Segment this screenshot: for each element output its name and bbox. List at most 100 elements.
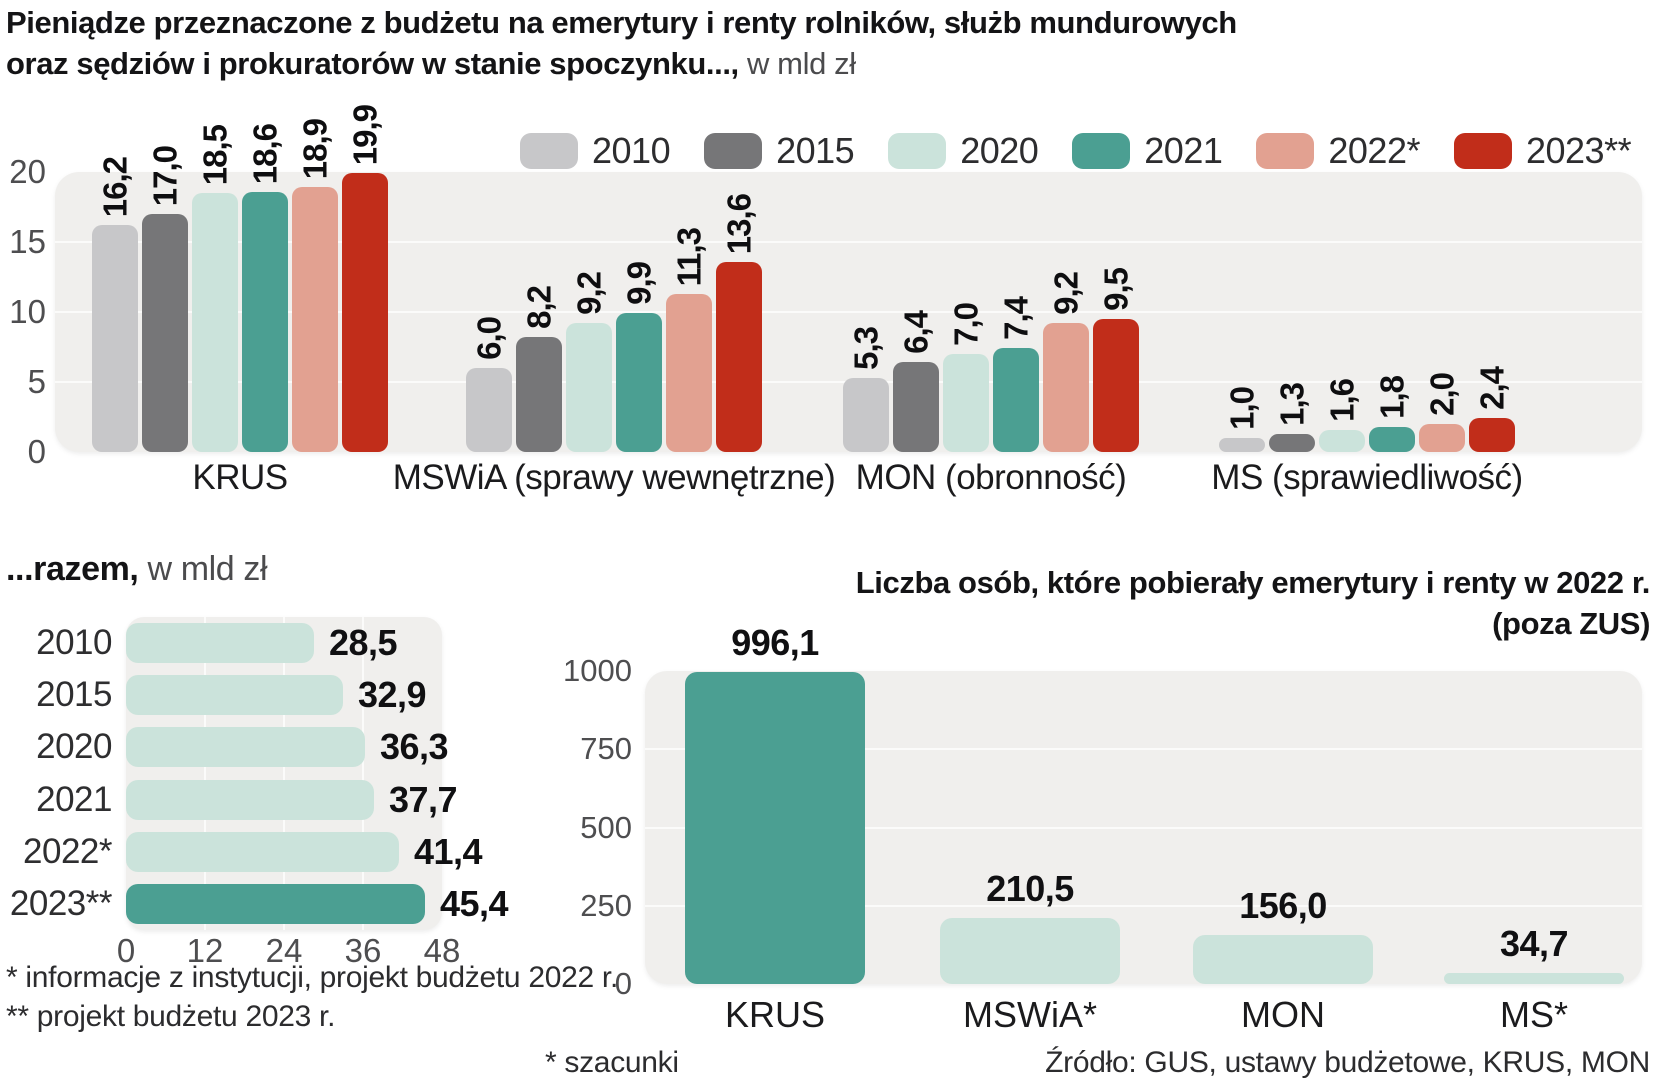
- gridline: [55, 241, 1642, 243]
- gridline: [645, 904, 1642, 907]
- vbar-MON: [1193, 935, 1373, 984]
- bar-value-label: 16,2: [96, 156, 134, 217]
- category-label: MSWiA (sprawy wewnętrzne): [392, 458, 836, 497]
- category-label: MON: [1241, 994, 1325, 1035]
- bar-2015-KRUS: 17,0: [142, 146, 188, 452]
- bar-2010-MON: 5,3: [843, 327, 889, 452]
- title-line1: Pieniądze przeznaczone z budżetu na emer…: [6, 5, 1237, 40]
- bar-value-label: 2,0: [1423, 373, 1461, 416]
- hbar-2010: [126, 623, 314, 663]
- legend-label: 2022*: [1328, 130, 1420, 171]
- category-label: MS (sprawiedliwość): [1211, 458, 1523, 497]
- x-axis-tick-label: 36: [344, 932, 382, 969]
- row-label-2022: 2022*: [23, 831, 112, 871]
- y-axis-tick-label: 15: [9, 223, 46, 260]
- vbar-value-label: 210,5: [986, 868, 1074, 909]
- legend-label: 2010: [592, 130, 671, 171]
- bar-group-KRUS: 16,2 17,0 18,5 18,6 18,9 19,9: [92, 105, 388, 452]
- y-axis-tick-label: 750: [580, 731, 632, 767]
- bar-value-label: 9,5: [1097, 268, 1135, 311]
- category-label: MS*: [1499, 994, 1568, 1035]
- bar-value-label: 9,2: [1047, 272, 1085, 315]
- row-label-2023: 2023**: [9, 884, 113, 923]
- row-label-2015: 2015: [36, 675, 112, 715]
- x-axis-tick-label: 48: [423, 932, 461, 969]
- footnote-1: * informacje z instytucji, projekt budże…: [6, 961, 618, 994]
- bar-2022-MS: 2,0: [1419, 373, 1465, 452]
- gridline: [55, 311, 1642, 313]
- persons-chart-plot-area: [645, 671, 1642, 984]
- source-line: Źródło: GUS, ustawy budżetowe, KRUS, MON: [1045, 1046, 1650, 1079]
- legend: 2010 2015 2020 2021 2022* 2023**: [520, 130, 1632, 172]
- bar-2021-MS: 1,8: [1369, 376, 1415, 452]
- bar-2020-KRUS: 18,5: [192, 125, 238, 452]
- y-axis-tick-label: 5: [27, 363, 46, 400]
- legend-label: 2021: [1144, 130, 1223, 171]
- x-axis-tick-label: 0: [116, 932, 136, 969]
- bar-value-label: 9,9: [620, 262, 658, 305]
- hbar-2022: [126, 831, 399, 872]
- legend-swatch: [1256, 133, 1315, 169]
- bar-2020-MS: 1,6: [1319, 379, 1365, 452]
- legend-label: 2023**: [1525, 130, 1632, 171]
- legend-swatch: [1453, 133, 1512, 169]
- hbar-value-label: 45,4: [440, 883, 509, 924]
- hbar-value-label: 36,3: [380, 726, 449, 768]
- bar-2023-MSWiA: 13,6: [716, 194, 762, 452]
- bar-2021-KRUS: 18,6: [242, 124, 288, 452]
- title-unit: w mld zł: [738, 46, 856, 81]
- category-label: KRUS: [192, 458, 288, 497]
- bar-2021-MON: 7,4: [993, 297, 1039, 452]
- bar-value-label: 6,4: [897, 311, 935, 354]
- x-axis-tick-label: 12: [186, 932, 224, 969]
- hbar-2015: [126, 675, 343, 716]
- bar-value-label: 2,4: [1473, 367, 1511, 410]
- bar-value-label: 18,5: [196, 124, 234, 185]
- legend-label: 2015: [776, 130, 855, 171]
- hbar-value-label: 37,7: [389, 778, 458, 820]
- legend-swatch: [888, 133, 947, 169]
- hbar-2020: [126, 727, 365, 768]
- x-axis-tick-label: 24: [265, 932, 303, 969]
- vbar-value-label: 156,0: [1239, 885, 1327, 926]
- legend-item-2023: 2023**: [1453, 130, 1632, 172]
- bar-2021-MSWiA: 9,9: [616, 262, 662, 452]
- row-label-2010: 2010: [36, 623, 112, 662]
- bar-value-label: 6,0: [470, 317, 508, 360]
- bar-value-label: 11,3: [670, 227, 708, 286]
- razem-chart-title: ...razem, w mld zł: [6, 550, 268, 589]
- bar-value-label: 7,0: [947, 303, 985, 346]
- bar-2020-MON: 7,0: [943, 303, 989, 452]
- legend-item-2015: 2015: [704, 130, 855, 172]
- bar-2023-KRUS: 19,9: [342, 105, 388, 452]
- bar-value-label: 19,9: [346, 104, 384, 165]
- persons-title-line1: Liczba osób, które pobierały emerytury i…: [855, 565, 1651, 600]
- y-axis-tick-label: 250: [580, 887, 632, 923]
- page-title: Pieniądze przeznaczone z budżetu na emer…: [6, 2, 1237, 84]
- y-axis-tick-label: 1000: [563, 653, 632, 688]
- y-axis-tick-label: 0: [614, 966, 632, 1001]
- vbar-KRUS: [685, 672, 865, 984]
- bar-value-label: 1,6: [1323, 379, 1361, 422]
- legend-swatch: [704, 133, 763, 169]
- legend-item-2020: 2020: [888, 130, 1039, 172]
- y-axis-tick-label: 20: [9, 153, 46, 190]
- bar-2022-KRUS: 18,9: [292, 119, 338, 452]
- row-label-2021: 2021: [36, 779, 112, 819]
- razem-title-bold: ...razem,: [6, 550, 139, 588]
- gridline: [283, 617, 285, 930]
- gridline: [204, 617, 206, 930]
- category-label: MON (obronność): [855, 458, 1127, 497]
- bar-group-MON: 5,3 6,4 7,0 7,4 9,2 9,5: [843, 172, 1139, 452]
- bar-value-label: 7,4: [997, 297, 1035, 340]
- bar-2022-MSWiA: 11,3: [666, 228, 712, 452]
- legend-item-2010: 2010: [520, 130, 671, 172]
- hbar-value-label: 32,9: [358, 674, 427, 716]
- category-label: KRUS: [724, 994, 826, 1035]
- hbar-value-label: 28,5: [329, 622, 398, 663]
- bar-value-label: 17,0: [146, 145, 184, 206]
- vbar-MSWiA: [940, 918, 1120, 984]
- bar-2010-MSWiA: 6,0: [466, 317, 512, 452]
- gridline: [645, 748, 1642, 751]
